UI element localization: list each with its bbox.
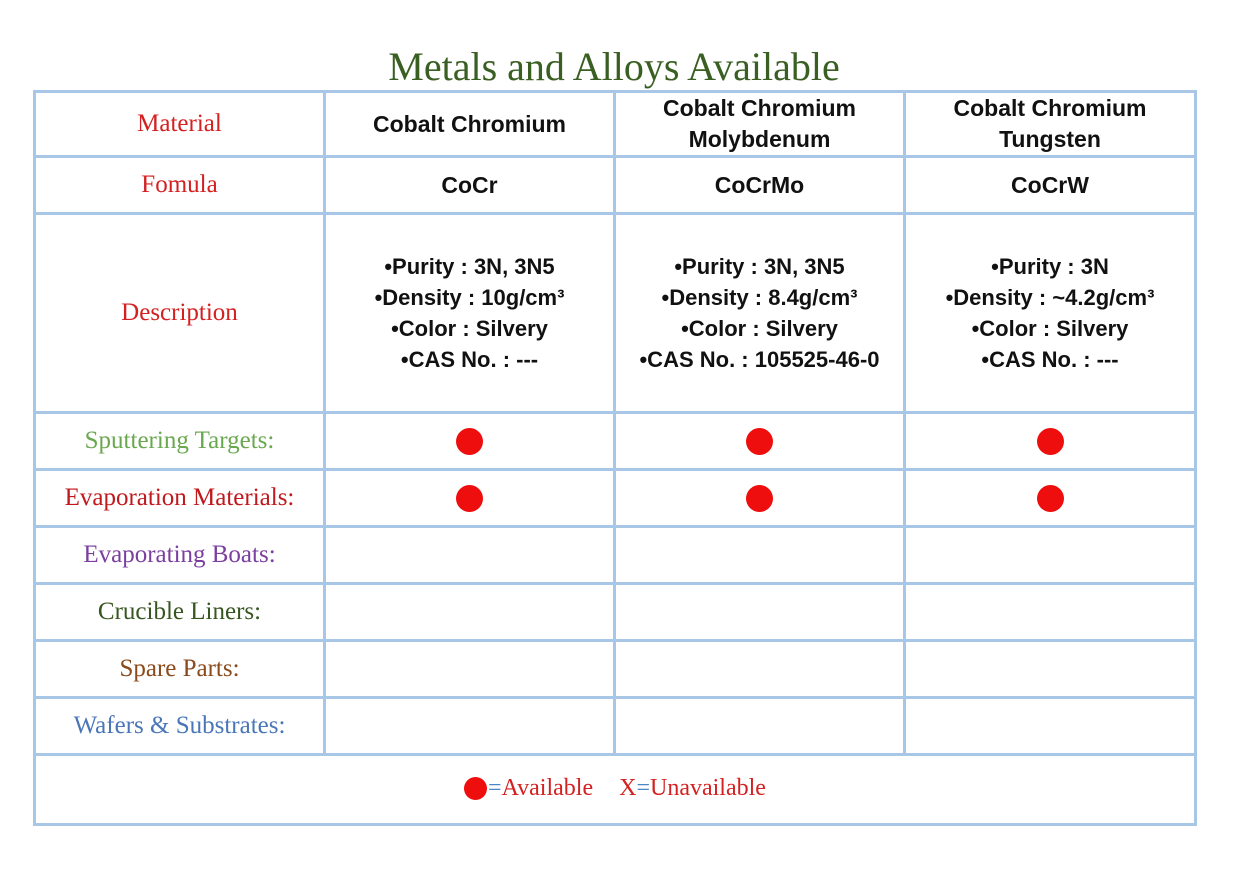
availability-cell: [903, 696, 1197, 756]
availability-cell: [903, 582, 1197, 642]
availability-cell: [323, 411, 616, 471]
category-label: Wafers & Substrates:: [73, 712, 286, 739]
category-label: Sputtering Targets:: [84, 427, 275, 454]
formula-cell: CoCrMo: [613, 155, 906, 215]
page-title: Metals and Alloys Available: [388, 44, 840, 89]
material-name: Cobalt Chromium: [373, 110, 566, 137]
unavailable-x-icon: X: [619, 774, 637, 801]
category-row-evaporation-materials: Evaporation Materials:: [33, 468, 1197, 528]
legend-unavailable-text: Unavailable: [650, 774, 766, 801]
material-name: Cobalt Chromium Tungsten: [953, 95, 1147, 152]
formula-value: CoCrMo: [714, 171, 805, 198]
density-line: •Density : 8.4g/cm³: [661, 285, 858, 310]
density-line: •Density : 10g/cm³: [374, 285, 565, 310]
density-line: •Density : ~4.2g/cm³: [945, 285, 1155, 310]
availability-cell: [903, 411, 1197, 471]
formula-value: CoCr: [441, 171, 498, 198]
available-dot-icon: [1036, 427, 1064, 455]
category-label: Spare Parts:: [119, 655, 240, 682]
color-line: •Color : Silvery: [681, 316, 838, 341]
available-dot-icon: [1036, 484, 1064, 512]
cas-line: •CAS No. : ---: [400, 347, 539, 372]
row-label-cell: Crucible Liners:: [33, 582, 326, 642]
row-label-cell: Sputtering Targets:: [33, 411, 326, 471]
category-row-sputtering-targets: Sputtering Targets:: [33, 411, 1197, 471]
cas-line: •CAS No. : 105525-46-0: [639, 347, 880, 372]
formula-row: Fomula CoCr CoCrMo CoCrW: [33, 155, 1197, 215]
description-cell: •Purity : 3N, 3N5 •Density : 10g/cm³ •Co…: [323, 212, 616, 414]
purity-line: •Purity : 3N: [991, 254, 1109, 279]
availability-cell: [613, 696, 906, 756]
legend: = Available X = Unavailable: [464, 775, 766, 802]
availability-cell: [613, 525, 906, 585]
row-label-cell: Spare Parts:: [33, 639, 326, 699]
legend-row: = Available X = Unavailable: [33, 753, 1197, 826]
row-label-cell: Evaporating Boats:: [33, 525, 326, 585]
availability-cell: [903, 639, 1197, 699]
availability-cell: [903, 525, 1197, 585]
available-dot-icon: [456, 427, 483, 455]
color-line: •Color : Silvery: [391, 316, 548, 341]
material-name-cell: Cobalt Chromium Tungsten: [903, 90, 1197, 158]
formula-cell: CoCrW: [903, 155, 1197, 215]
material-name-cell: Cobalt Chromium: [323, 90, 616, 158]
category-row-evaporating-boats: Evaporating Boats:: [33, 525, 1197, 585]
purity-line: •Purity : 3N, 3N5: [384, 254, 555, 279]
legend-equals: =: [636, 774, 650, 801]
legend-equals: =: [488, 774, 502, 801]
availability-cell: [323, 582, 616, 642]
availability-cell: [613, 468, 906, 528]
availability-cell: [613, 639, 906, 699]
category-row-crucible-liners: Crucible Liners:: [33, 582, 1197, 642]
category-row-spare-parts: Spare Parts:: [33, 639, 1197, 699]
available-dot-icon: [464, 776, 488, 800]
category-row-wafers-substrates: Wafers & Substrates:: [33, 696, 1197, 756]
materials-table: Material Cobalt Chromium Cobalt Chromium…: [33, 90, 1197, 826]
row-label-cell: Description: [33, 212, 326, 414]
formula-value: CoCrW: [1011, 171, 1089, 198]
availability-cell: [323, 525, 616, 585]
availability-cell: [903, 468, 1197, 528]
formula-label: Fomula: [141, 171, 218, 198]
purity-line: •Purity : 3N, 3N5: [674, 254, 845, 279]
available-dot-icon: [746, 484, 773, 512]
description-cell: •Purity : 3N •Density : ~4.2g/cm³ •Color…: [903, 212, 1197, 414]
formula-cell: CoCr: [323, 155, 616, 215]
description-label: Description: [121, 299, 238, 326]
cas-line: •CAS No. : ---: [981, 347, 1119, 372]
available-dot-icon: [746, 427, 773, 455]
availability-cell: [323, 639, 616, 699]
legend-available-text: Available: [501, 774, 594, 801]
category-label: Evaporation Materials:: [64, 484, 295, 511]
category-label: Crucible Liners:: [97, 598, 262, 625]
availability-cell: [613, 582, 906, 642]
row-label-cell: Fomula: [33, 155, 326, 215]
material-name: Cobalt Chromium Molybdenum: [663, 95, 856, 152]
legend-cell: = Available X = Unavailable: [33, 753, 1197, 826]
category-label: Evaporating Boats:: [83, 541, 276, 568]
description-cell: •Purity : 3N, 3N5 •Density : 8.4g/cm³ •C…: [613, 212, 906, 414]
row-label-cell: Evaporation Materials:: [33, 468, 326, 528]
available-dot-icon: [456, 484, 483, 512]
availability-cell: [323, 468, 616, 528]
availability-cell: [323, 696, 616, 756]
row-label-cell: Material: [33, 90, 326, 158]
color-line: •Color : Silvery: [971, 316, 1129, 341]
material-row: Material Cobalt Chromium Cobalt Chromium…: [33, 90, 1197, 158]
row-label-cell: Wafers & Substrates:: [33, 696, 326, 756]
availability-cell: [613, 411, 906, 471]
material-label: Material: [137, 110, 222, 137]
description-row: Description •Purity : 3N, 3N5 •Density :…: [33, 212, 1197, 414]
material-name-cell: Cobalt Chromium Molybdenum: [613, 90, 906, 158]
